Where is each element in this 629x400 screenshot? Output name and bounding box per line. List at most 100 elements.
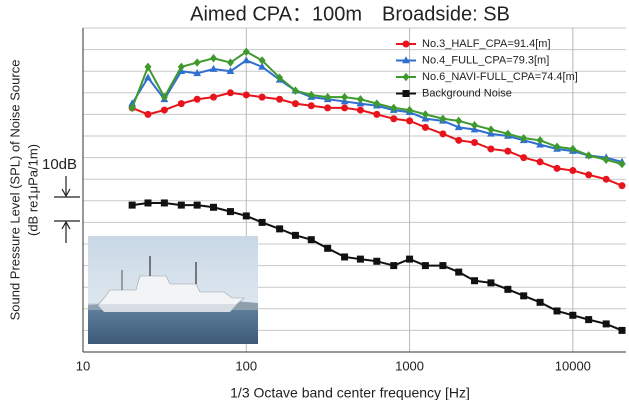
- marker: [618, 182, 626, 190]
- marker: [390, 103, 398, 113]
- marker: [226, 67, 235, 74]
- marker: [356, 106, 364, 114]
- marker: [455, 136, 463, 144]
- y-axis-label: Sound Pressure Level (SPL) of Noise Sour…: [7, 60, 22, 321]
- marker: [402, 90, 410, 97]
- marker: [569, 167, 577, 175]
- marker: [226, 208, 234, 216]
- marker: [373, 110, 381, 118]
- marker: [455, 268, 463, 276]
- marker: [487, 145, 495, 153]
- marker: [128, 201, 136, 209]
- marker: [553, 307, 561, 315]
- marker: [454, 123, 463, 131]
- marker: [276, 95, 284, 103]
- marker: [536, 136, 544, 145]
- y-axis-label: (dB re1μPa/1m): [25, 144, 40, 236]
- marker: [258, 218, 266, 226]
- marker: [177, 62, 185, 72]
- marker: [487, 279, 495, 287]
- marker: [373, 257, 381, 265]
- marker: [226, 89, 234, 97]
- marker: [307, 90, 315, 100]
- marker: [439, 130, 447, 138]
- marker: [390, 262, 398, 270]
- marker: [585, 171, 593, 179]
- marker: [242, 212, 250, 220]
- marker: [307, 102, 315, 110]
- marker: [177, 201, 185, 209]
- marker: [406, 105, 414, 115]
- marker: [471, 277, 479, 285]
- marker: [553, 142, 561, 151]
- scale-bar: 10dB: [42, 156, 80, 243]
- marker: [210, 54, 218, 63]
- marker: [421, 110, 429, 119]
- marker: [406, 117, 414, 125]
- marker: [144, 62, 152, 72]
- marker: [210, 203, 218, 211]
- marker: [390, 115, 398, 123]
- marker: [421, 262, 429, 270]
- marker: [324, 104, 332, 112]
- marker: [258, 93, 266, 101]
- marker: [160, 199, 168, 207]
- marker: [455, 116, 463, 126]
- marker: [209, 64, 218, 72]
- marker: [291, 231, 299, 239]
- marker: [160, 92, 168, 102]
- marker: [276, 225, 284, 233]
- x-axis-label: 1/3 Octave band center frequency [Hz]: [230, 385, 470, 400]
- marker: [356, 95, 364, 104]
- marker: [536, 158, 544, 166]
- marker: [193, 69, 201, 77]
- marker: [585, 316, 593, 324]
- ship-photo: [88, 236, 258, 344]
- marker: [402, 56, 410, 64]
- marker: [193, 95, 201, 103]
- marker: [128, 103, 136, 113]
- marker: [373, 99, 381, 108]
- marker: [520, 154, 528, 162]
- marker: [356, 255, 364, 263]
- marker: [439, 114, 447, 123]
- marker: [193, 201, 201, 209]
- marker: [307, 236, 315, 244]
- chart-title: Aimed CPA：100m Broadside: SB: [190, 3, 510, 25]
- marker: [258, 56, 266, 65]
- marker: [569, 311, 577, 319]
- marker: [177, 100, 185, 108]
- marker: [520, 292, 528, 300]
- legend-label: No.4_FULL_CPA=79.3[m]: [422, 54, 549, 66]
- x-tick-label: 1000: [395, 358, 424, 373]
- x-tick-label: 10000: [555, 358, 591, 373]
- marker: [258, 62, 266, 70]
- marker: [226, 58, 234, 67]
- marker: [569, 144, 577, 154]
- marker: [193, 58, 201, 67]
- marker: [487, 125, 495, 134]
- marker: [504, 285, 512, 293]
- marker: [471, 121, 479, 130]
- x-tick-label: 100: [235, 358, 257, 373]
- marker: [341, 104, 349, 112]
- marker: [536, 298, 544, 306]
- marker: [242, 47, 250, 56]
- marker: [276, 73, 284, 82]
- marker: [602, 320, 610, 328]
- marker: [602, 175, 610, 183]
- marker: [341, 92, 349, 102]
- marker: [402, 40, 410, 48]
- marker: [520, 133, 528, 143]
- marker: [324, 244, 332, 252]
- marker: [291, 86, 299, 95]
- marker: [210, 93, 218, 101]
- marker: [242, 56, 251, 64]
- marker: [553, 164, 561, 172]
- marker: [406, 255, 414, 263]
- marker: [402, 72, 410, 82]
- marker: [324, 92, 332, 102]
- marker: [160, 106, 168, 114]
- marker: [341, 253, 349, 261]
- scale-label: 10dB: [42, 156, 77, 173]
